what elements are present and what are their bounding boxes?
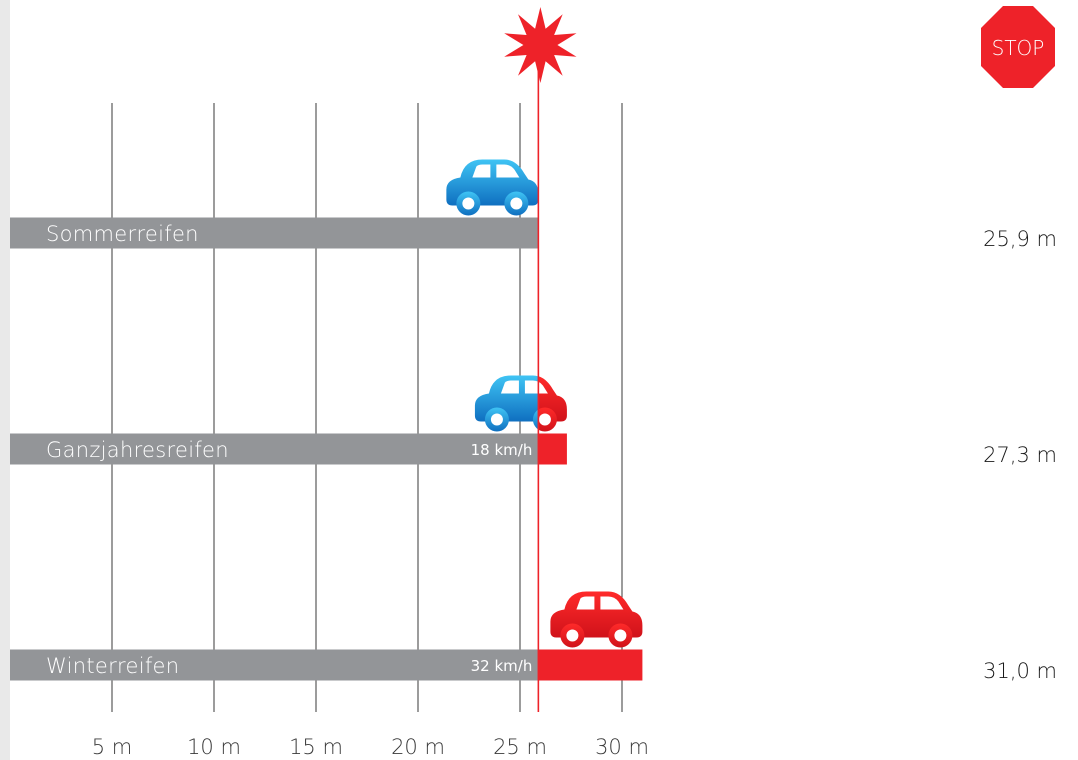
bar-sommerreifen [10, 217, 539, 249]
x-axis-ticks: 5 m 10 m 15 m 20 m 25 m 30 m [92, 735, 649, 759]
bar-label: Winterreifen [46, 654, 179, 678]
overrun-segment [538, 433, 567, 465]
bar-label: Ganzjahresreifen [46, 438, 229, 462]
stop-sign-icon: STOP [981, 6, 1055, 88]
bar-winterreifen [10, 649, 539, 681]
bar-label: Sommerreifen [46, 222, 199, 246]
bar-ganzjahresreifen [10, 433, 539, 465]
car-icon-crash [550, 591, 643, 648]
impact-burst-icon [504, 7, 577, 83]
x-tick-label: 25 m [493, 735, 547, 759]
impact-speed-label: 18 km/h [471, 441, 533, 459]
car-icon [446, 159, 539, 216]
x-tick-label: 20 m [391, 735, 445, 759]
value-label: 31,0 m [983, 659, 1057, 683]
cars [446, 159, 643, 648]
car-icon-safe-part [474, 375, 539, 432]
x-tick-label: 15 m [289, 735, 343, 759]
value-labels: 25,9 m 27,3 m 31,0 m [983, 227, 1057, 683]
reference-marker [504, 7, 577, 712]
x-tick-label: 30 m [595, 735, 649, 759]
value-label: 25,9 m [983, 227, 1057, 251]
stop-sign-text: STOP [992, 36, 1045, 60]
x-tick-label: 10 m [187, 735, 241, 759]
car-icon-crash-part [538, 376, 567, 432]
bars: Sommerreifen Ganzjahresreifen 18 km/h Winte… [10, 217, 643, 681]
value-label: 27,3 m [983, 443, 1057, 467]
x-tick-label: 5 m [92, 735, 133, 759]
impact-speed-label: 32 km/h [471, 657, 533, 675]
left-edge-strip [0, 0, 10, 760]
overrun-segment [538, 649, 643, 681]
